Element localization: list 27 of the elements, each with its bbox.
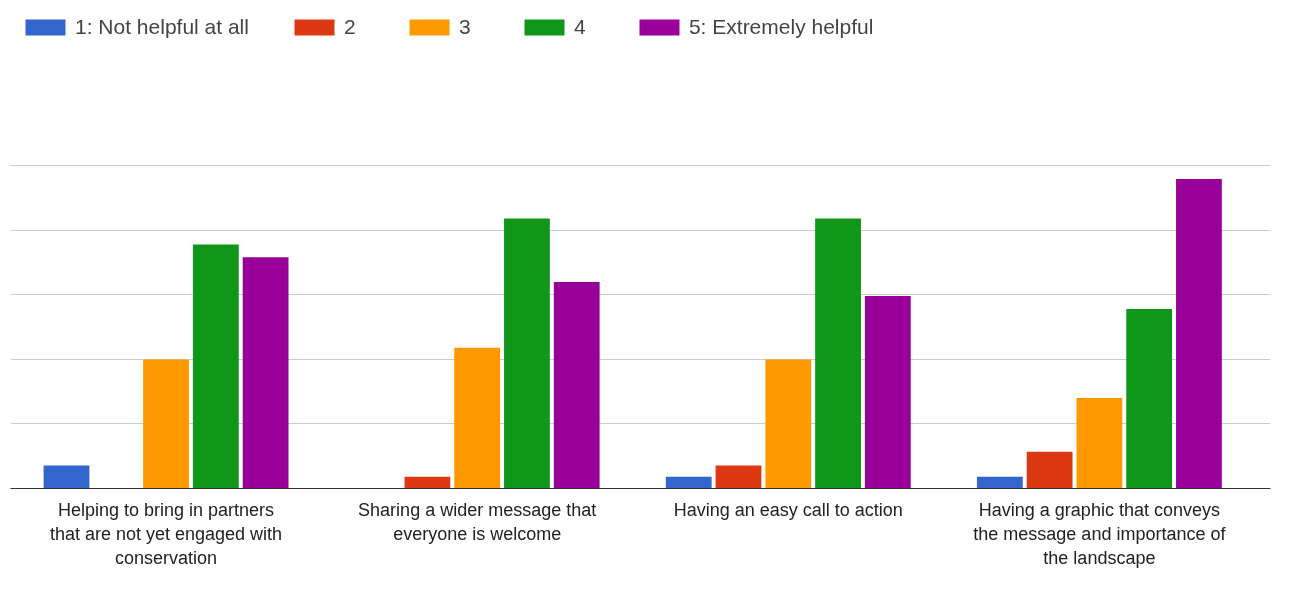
x-tick-label: Having an easy call to action (673, 499, 903, 520)
legend-label: 3 (458, 15, 472, 39)
bar (1176, 178, 1222, 489)
x-tick-label: Having a graphic that conveys the message and importance of the landscape (973, 499, 1227, 568)
bar (1026, 451, 1073, 489)
bar (1076, 398, 1123, 489)
bar (715, 465, 762, 489)
x-tick-label: Sharing a wider message that everyone is welcome (358, 499, 597, 544)
legend-label: 2 (343, 15, 357, 39)
bar (454, 347, 501, 489)
legend-label: 1: Not helpful at all (75, 15, 249, 39)
bar (553, 281, 600, 489)
bar (1126, 308, 1173, 489)
bar (815, 218, 861, 489)
bar (864, 295, 911, 489)
bar (192, 244, 239, 489)
bar (143, 359, 189, 489)
bar (43, 465, 90, 489)
bar (404, 476, 451, 489)
bar (242, 257, 289, 489)
x-tick-label: Helping to bring in partners that are not yet engaged with conservation (49, 499, 283, 568)
legend-label: 4 (573, 15, 587, 39)
legend-label: 5: Extremely helpful (688, 15, 874, 39)
bar (504, 218, 550, 489)
bar (665, 476, 712, 489)
bar (765, 359, 812, 489)
bar (976, 476, 1023, 489)
